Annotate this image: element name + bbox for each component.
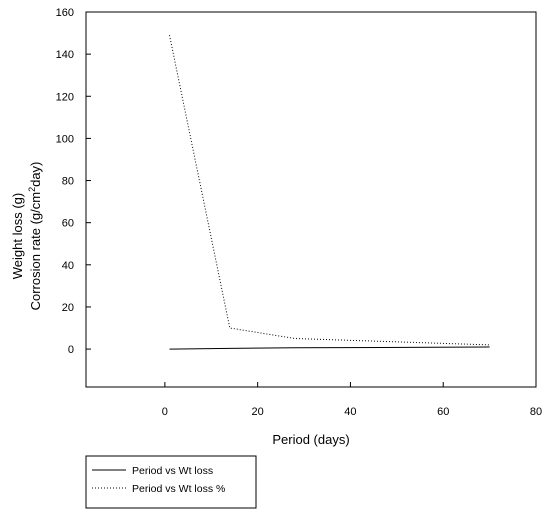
axes: 0 20 40 60 80 100 120 140 160 0 20 40 60 80	[56, 7, 542, 418]
y-tick-label: 120	[56, 91, 74, 103]
y-tick-label: 40	[62, 260, 74, 272]
legend: Period vs Wt loss Period vs Wt loss %	[85, 455, 257, 509]
legend-label: Period vs Wt loss	[132, 465, 213, 477]
y-tick-label: 160	[56, 7, 74, 19]
x-tick-label: 0	[162, 406, 168, 418]
plot-frame	[85, 11, 537, 388]
x-tick-label: 60	[437, 406, 449, 418]
y-axis-title-superscript: 2	[27, 187, 37, 192]
y-axis-title-weight-loss: Weight loss (g)	[10, 193, 25, 279]
y-tick-label: 80	[62, 176, 74, 188]
y-tick-label: 0	[68, 344, 74, 356]
series-lines	[169, 35, 490, 350]
series-line-wt-loss-percent	[169, 35, 490, 346]
y-axis-title-corrosion-rate-part2: day)	[28, 162, 43, 187]
y-tick-label: 60	[62, 218, 74, 230]
axis-titles: Period (days) Weight loss (g) Corrosion …	[10, 162, 350, 447]
y-axis-title-corrosion-rate-part1: Corrosion rate (g/cm	[28, 192, 43, 310]
series-line-wt-loss	[169, 346, 490, 350]
x-tick-label: 40	[344, 406, 356, 418]
legend-label: Period vs Wt loss %	[132, 483, 225, 495]
y-tick-label: 140	[56, 49, 74, 61]
y-axis-title-corrosion-rate: Corrosion rate (g/cm2day)	[27, 162, 43, 311]
x-tick-label: 20	[252, 406, 264, 418]
plot-area	[85, 11, 537, 388]
legend-box	[85, 455, 257, 509]
x-tick-label: 80	[530, 406, 542, 418]
y-tick-label: 20	[62, 302, 74, 314]
y-tick-label: 100	[56, 133, 74, 145]
x-axis-title: Period (days)	[272, 432, 349, 447]
